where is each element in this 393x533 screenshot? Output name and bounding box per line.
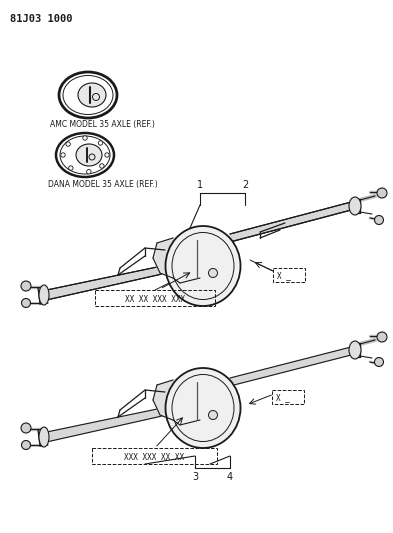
Text: AMC MODEL 35 AXLE (REF.): AMC MODEL 35 AXLE (REF.)	[50, 120, 155, 129]
Circle shape	[66, 142, 70, 146]
Circle shape	[375, 215, 384, 224]
Ellipse shape	[76, 144, 102, 166]
Ellipse shape	[349, 197, 361, 215]
Circle shape	[375, 358, 384, 367]
Ellipse shape	[39, 427, 49, 447]
Circle shape	[22, 440, 31, 449]
Polygon shape	[42, 266, 162, 301]
Text: 2: 2	[242, 180, 248, 190]
Circle shape	[377, 188, 387, 198]
Text: 4: 4	[227, 472, 233, 482]
Polygon shape	[153, 233, 200, 283]
Circle shape	[69, 166, 73, 170]
Ellipse shape	[78, 83, 106, 107]
Polygon shape	[42, 408, 162, 443]
Text: 3: 3	[192, 472, 198, 482]
Text: XX XX XXX XXX: XX XX XXX XXX	[125, 295, 185, 303]
Polygon shape	[153, 375, 200, 425]
Circle shape	[21, 423, 31, 433]
Text: 81J03 1000: 81J03 1000	[10, 14, 72, 24]
Circle shape	[21, 281, 31, 291]
Circle shape	[61, 153, 65, 157]
Circle shape	[377, 332, 387, 342]
Ellipse shape	[39, 285, 49, 305]
Polygon shape	[230, 346, 355, 386]
Circle shape	[22, 298, 31, 308]
Ellipse shape	[165, 226, 241, 306]
Text: XXX XXX XX XX: XXX XXX XX XX	[124, 453, 184, 462]
Circle shape	[92, 93, 99, 101]
Ellipse shape	[165, 368, 241, 448]
Polygon shape	[230, 201, 355, 242]
Circle shape	[100, 164, 104, 168]
Text: X _: X _	[277, 271, 291, 280]
Ellipse shape	[349, 341, 361, 359]
Circle shape	[83, 136, 87, 140]
Circle shape	[105, 153, 109, 157]
Text: DANA MODEL 35 AXLE (REF.): DANA MODEL 35 AXLE (REF.)	[48, 180, 158, 189]
Text: X _: X _	[276, 393, 290, 402]
Circle shape	[98, 141, 103, 145]
Circle shape	[209, 410, 217, 419]
Text: 1: 1	[197, 180, 203, 190]
Circle shape	[89, 154, 95, 160]
Circle shape	[86, 169, 91, 174]
Circle shape	[209, 269, 217, 278]
